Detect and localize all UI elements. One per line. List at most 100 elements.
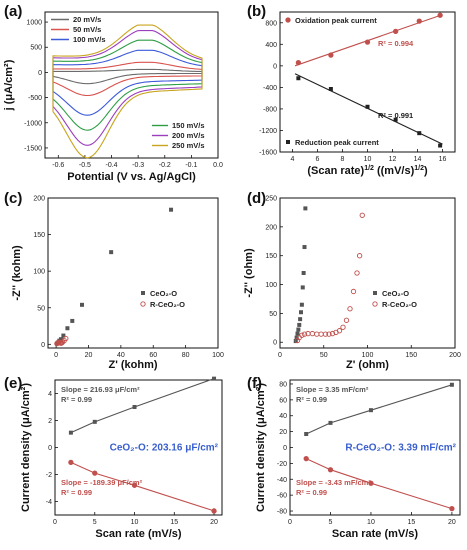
- panel-b-reduction-point: [438, 143, 443, 148]
- panel-b-r2-oxidation: R² = 0.994: [378, 39, 414, 48]
- panel-d-point: [303, 206, 308, 211]
- panel-c-label: (c): [4, 190, 22, 207]
- panel-c-xtick-label: 0: [54, 352, 58, 359]
- panel-a-ytick-label: 0: [38, 70, 42, 77]
- panel-d-point: [299, 332, 305, 338]
- panel-c-ytick-label: 0: [41, 342, 45, 349]
- panel-e-ylabel: Current density (μA/cm²): [20, 383, 32, 512]
- panel-d-point: [300, 285, 305, 290]
- panel-b-reduction-point: [296, 76, 301, 81]
- panel-e-ytick-label: 2: [48, 418, 52, 425]
- panel-f-xlabel: Scan rate (mV/s): [332, 528, 419, 540]
- panel-d-ytick-label: 100: [265, 282, 277, 289]
- panel-d-point: [354, 270, 360, 276]
- panel-e-ytick-label: -4: [46, 499, 52, 506]
- panel-a-legend-label: 250 mV/s: [172, 141, 205, 150]
- panel-e-anodic-point: [92, 419, 97, 424]
- panel-d-label: (d): [247, 190, 266, 207]
- panel-e-cathodic-point: [131, 482, 138, 488]
- panel-c-legend-marker: [140, 301, 146, 307]
- panel-b-oxidation-point: [295, 59, 302, 66]
- panel-d-point: [298, 317, 303, 322]
- panel-b-legend-reduction: Reduction peak current: [295, 138, 379, 147]
- panel-a-legend-label: 200 mV/s: [172, 131, 205, 140]
- panel-e-anodic-point: [68, 430, 73, 435]
- panel-b-xlabel-part: 1/2: [364, 165, 374, 172]
- panel-b-xtick-label: 12: [389, 156, 397, 163]
- panel-e-capacitance-label: CeO₂-O: 203.16 μF/cm²: [110, 443, 219, 454]
- panel-b-xlabel-part: ((mV/s): [374, 165, 415, 177]
- panel-f-ytick-label: 20: [279, 429, 287, 436]
- panel-c-xtick-label: 60: [149, 352, 157, 359]
- panel-b-oxidation-point: [328, 52, 334, 58]
- panel-f-xtick-label: 5: [329, 519, 333, 526]
- panel-d-legend-marker: [373, 291, 377, 295]
- panel-d-point: [295, 331, 300, 336]
- panel-b-oxidation-point: [364, 39, 371, 45]
- panel-c-point: [70, 318, 75, 323]
- panel-e-label: (e): [4, 375, 22, 392]
- panel-a-ytick-label: -1500: [24, 145, 42, 152]
- panel-a-xtick-label: 0.0: [213, 162, 223, 169]
- panel-f-ytick-label: 60: [279, 397, 287, 404]
- panel-c-ytick-label: 150: [33, 232, 45, 239]
- panel-a-ytick-label: 1000: [26, 20, 42, 27]
- panel-b-oxidation-point: [437, 12, 443, 18]
- panel-b-reduction-point: [365, 104, 370, 109]
- panel-d-point: [356, 253, 363, 259]
- panel-f-r2-cathodic: R² = 0.99: [296, 488, 327, 497]
- panel-c-point: [58, 337, 63, 342]
- panel-a-ylabel: j (μA/cm²): [3, 59, 15, 111]
- panel-b-ytick-label: 800: [265, 20, 277, 27]
- panel-a-cv-curve: [52, 24, 203, 159]
- panel-f-ytick-label: 40: [279, 413, 287, 420]
- panel-c-legend-label: R-CeO₂-O: [150, 300, 185, 309]
- panel-a-label: (a): [4, 3, 22, 20]
- panel-d-frame: [279, 197, 456, 349]
- panel-a-frame: [44, 11, 219, 159]
- panel-d-point: [326, 331, 332, 337]
- panel-d-point: [329, 330, 336, 337]
- panel-f-slope-anodic: Slope = 3.35 mF/cm²: [296, 385, 369, 394]
- panel-d-point: [309, 330, 316, 337]
- panel-d-point: [302, 245, 307, 250]
- panel-a-xtick-label: -0.2: [159, 162, 171, 169]
- panel-d-xtick-label: 200: [449, 352, 461, 359]
- panel-d-point: [350, 288, 357, 295]
- panel-f-ytick-label: 80: [279, 381, 287, 388]
- panel-d-point: [299, 302, 304, 307]
- panel-d-point: [299, 310, 303, 315]
- panel-c-ytick-label: 50: [37, 305, 45, 312]
- panel-e-xlabel: Scan rate (mV/s): [95, 528, 182, 540]
- panel-e-xtick-label: 15: [170, 519, 178, 526]
- panel-c-point: [80, 302, 84, 307]
- panel-e-xtick-label: 10: [131, 519, 139, 526]
- panel-d-point: [297, 322, 302, 327]
- panel-d-point: [301, 271, 306, 275]
- panel-f-anodic-line: [305, 384, 453, 435]
- panel-a-xtick-label: -0.1: [185, 162, 197, 169]
- panel-c-point: [61, 333, 66, 338]
- panel-c-ylabel: -Z'' (kohm): [11, 245, 23, 301]
- panel-c-point: [63, 335, 69, 342]
- panel-e-ytick-label: -2: [46, 472, 52, 479]
- panel-c-xtick-label: 100: [212, 352, 224, 359]
- panel-b-reduction-point: [328, 87, 333, 91]
- panel-c-point: [65, 326, 70, 331]
- panel-f-ytick-label: -60: [277, 493, 287, 500]
- panel-b-xtick-label: 10: [364, 156, 372, 163]
- panel-f-label: (f): [247, 375, 262, 392]
- panel-f-xtick-label: 10: [367, 519, 375, 526]
- panel-a-legend-label: 20 mV/s: [73, 15, 101, 24]
- panel-f-capacitance-label: R-CeO₂-O: 3.39 mF/cm²: [345, 443, 456, 454]
- panel-f-cathodic-line: [305, 458, 453, 510]
- panel-d-point: [359, 212, 365, 218]
- panel-e-xtick-label: 5: [93, 519, 97, 526]
- panel-a-xtick-label: -0.4: [106, 162, 118, 169]
- panel-e-cathodic-point: [68, 459, 74, 465]
- panel-d-ytick-label: 200: [265, 224, 277, 231]
- panel-b-reduction-point: [417, 131, 422, 136]
- panel-d-xtick-label: 150: [405, 352, 417, 359]
- panel-b-r2-reduction: R² = 0.991: [378, 111, 413, 120]
